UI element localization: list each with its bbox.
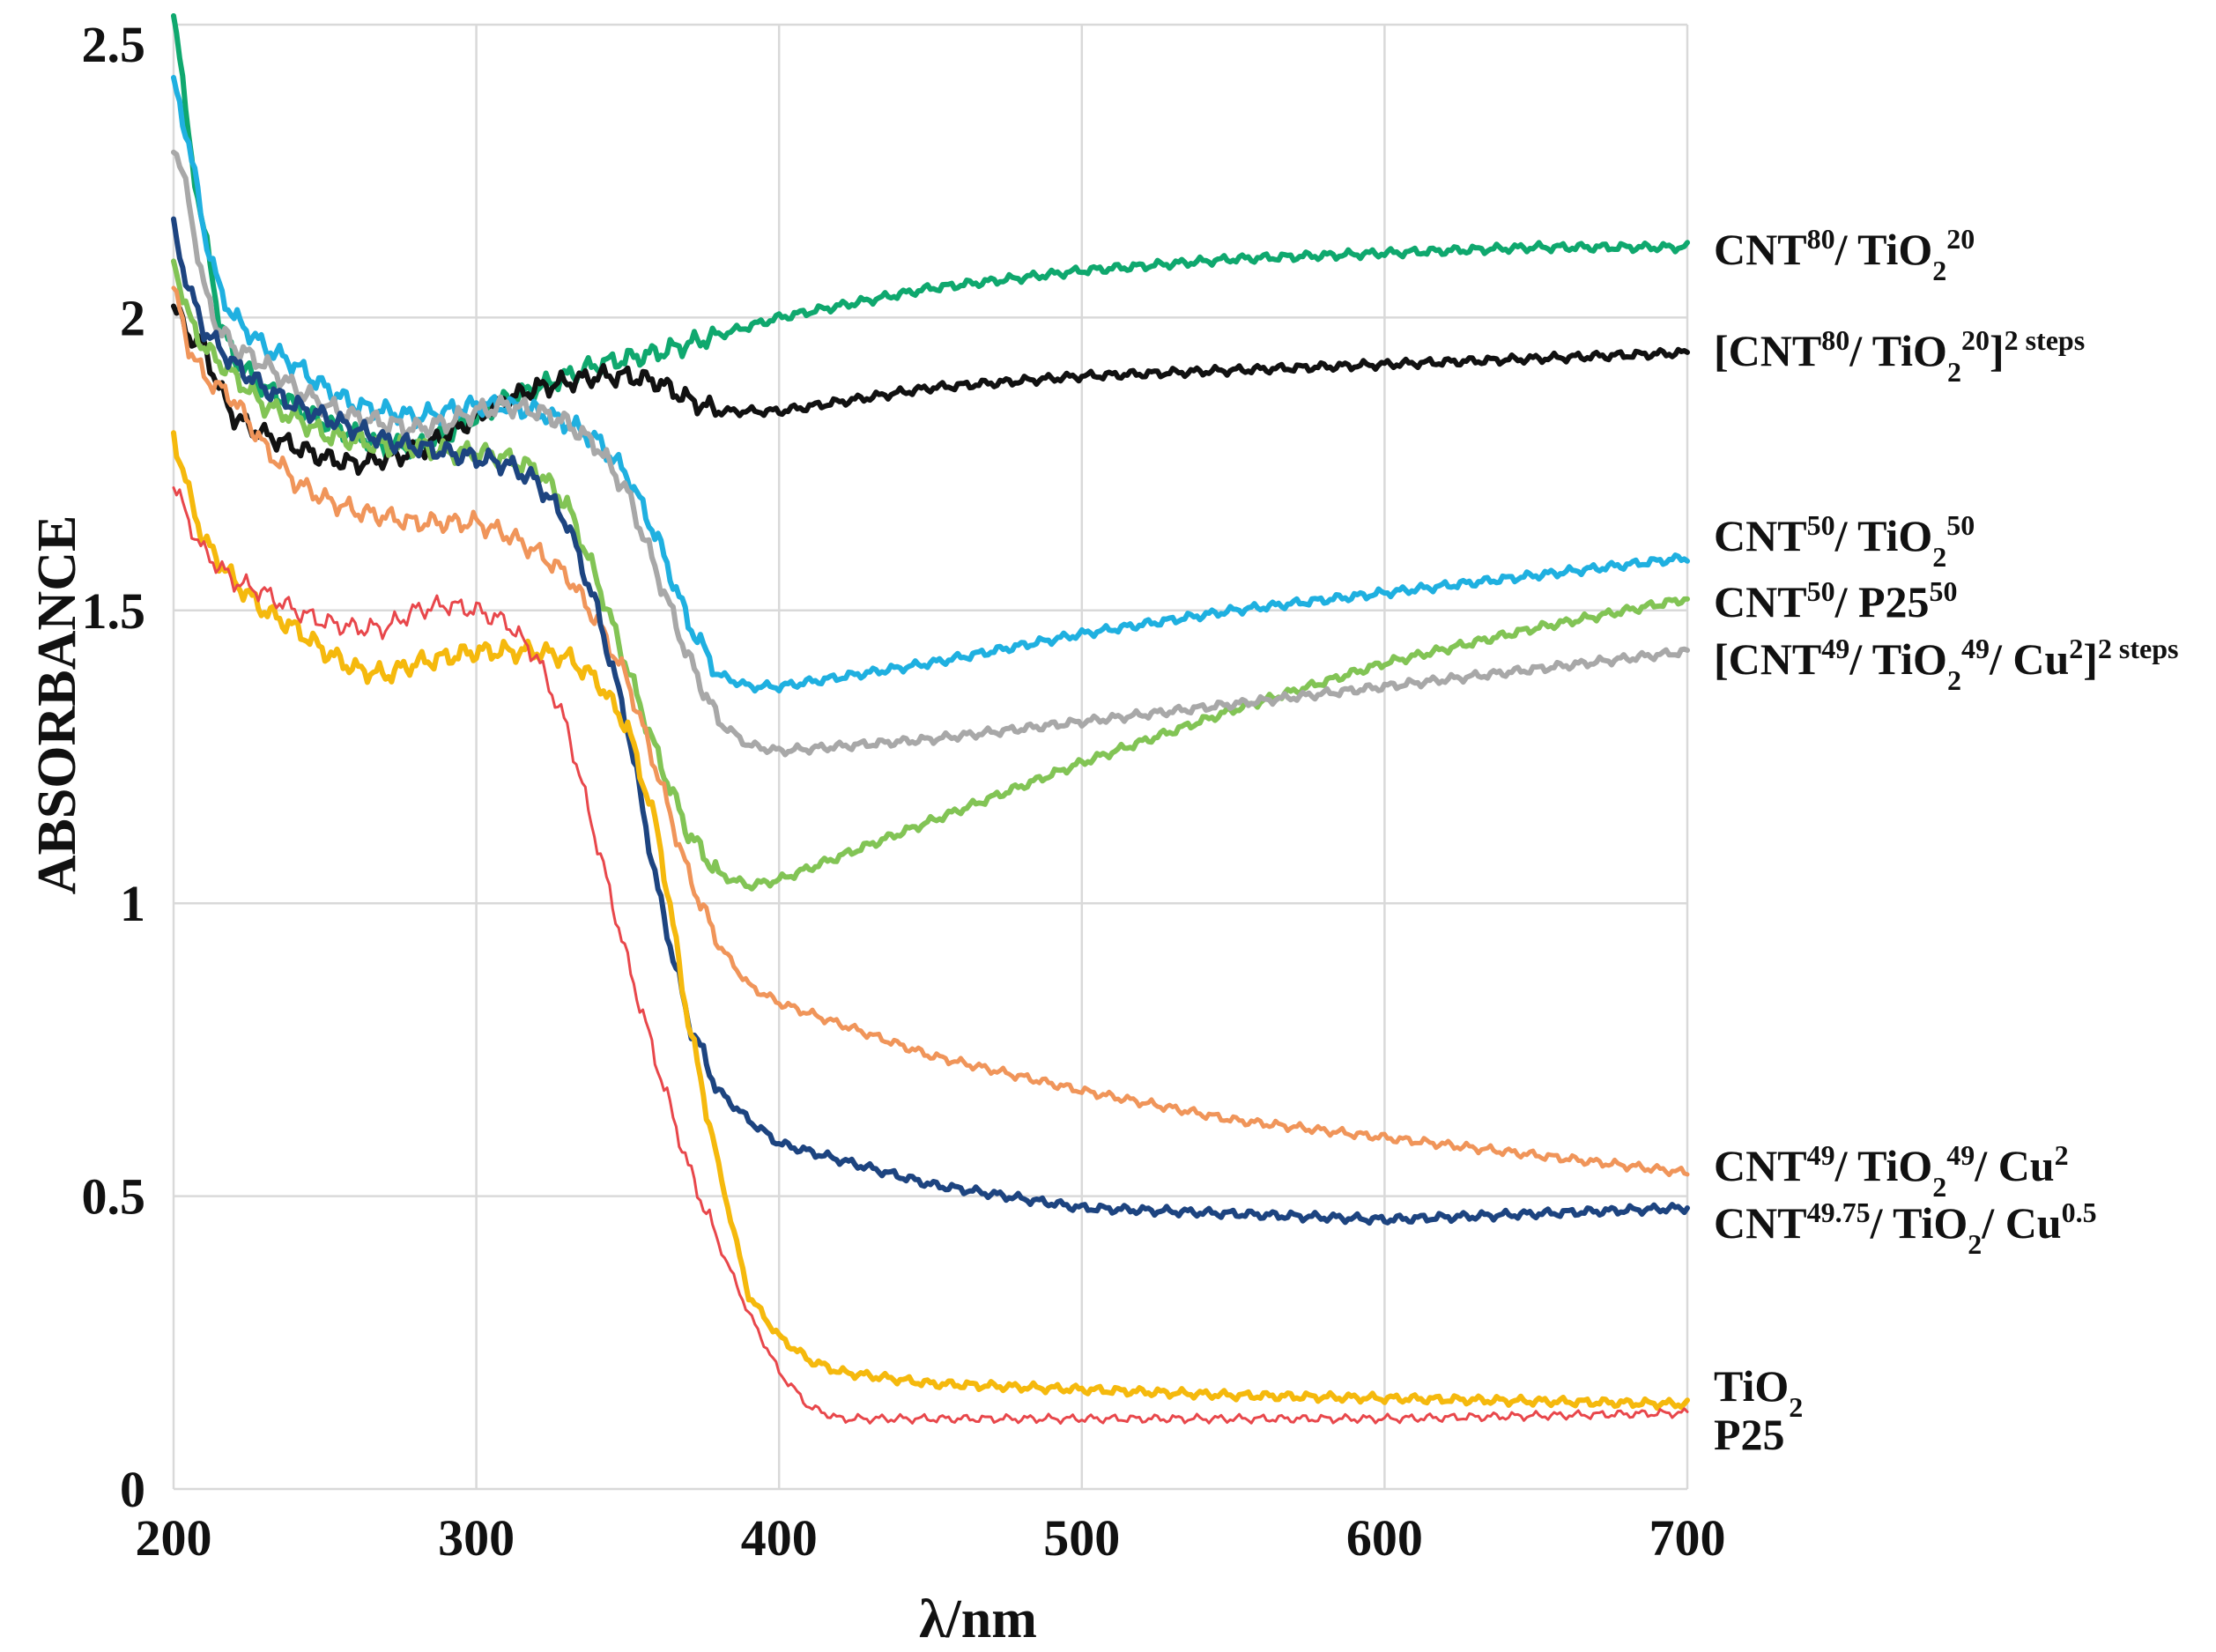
series-line-4 bbox=[171, 149, 1690, 758]
series-label: [CNT80/ TiO220]2 steps bbox=[1714, 324, 2085, 388]
grid bbox=[172, 23, 1689, 1491]
y-tick-label: 2 bbox=[120, 289, 145, 346]
series-line-5 bbox=[171, 285, 1690, 1178]
series-lines bbox=[171, 13, 1690, 1425]
x-tick-label: 500 bbox=[1043, 1509, 1120, 1567]
x-tick-label: 300 bbox=[438, 1509, 515, 1567]
x-tick-label: 700 bbox=[1649, 1509, 1726, 1567]
series-label: TiO2 bbox=[1714, 1361, 1803, 1423]
y-axis-title: ABSORBANCE bbox=[27, 515, 87, 895]
x-axis-ticks: 200 300 400 500 600 700 bbox=[136, 1509, 1726, 1567]
y-tick-label: 2.5 bbox=[82, 16, 146, 73]
y-tick-label: 1.5 bbox=[82, 582, 146, 640]
x-tick-label: 400 bbox=[741, 1509, 818, 1567]
series-label: P25 bbox=[1714, 1410, 1785, 1459]
series-labels: CNT80/ TiO220 [CNT80/ TiO220]2 steps CNT50… bbox=[1714, 223, 2178, 1459]
series-label: CNT49.75/ TiO2/ Cu0.5 bbox=[1714, 1196, 2097, 1260]
x-tick-label: 600 bbox=[1346, 1509, 1423, 1567]
series-line-6 bbox=[171, 216, 1690, 1226]
series-line-3 bbox=[171, 258, 1690, 892]
series-label: CNT50/ P2550 bbox=[1714, 575, 1958, 626]
series-label: [CNT49/ TiO249/ Cu2]2 steps bbox=[1714, 633, 2178, 696]
y-axis-ticks: 0 0.5 1 1.5 2 2.5 bbox=[82, 16, 146, 1518]
x-axis-title: λ/nm bbox=[919, 1589, 1037, 1649]
series-label: CNT50/ TiO250 bbox=[1714, 509, 1975, 573]
series-label: CNT49/ TiO249/ Cu2 bbox=[1714, 1139, 2069, 1203]
y-tick-label: 0 bbox=[120, 1461, 145, 1518]
series-line-7 bbox=[171, 430, 1690, 1411]
y-tick-label: 0.5 bbox=[82, 1168, 146, 1226]
series-line-1 bbox=[171, 303, 1690, 477]
series-line-8 bbox=[172, 486, 1689, 1425]
series-label: CNT80/ TiO220 bbox=[1714, 223, 1975, 286]
x-tick-label: 200 bbox=[136, 1509, 212, 1567]
y-tick-label: 1 bbox=[120, 875, 145, 932]
series-line-2 bbox=[171, 75, 1690, 694]
